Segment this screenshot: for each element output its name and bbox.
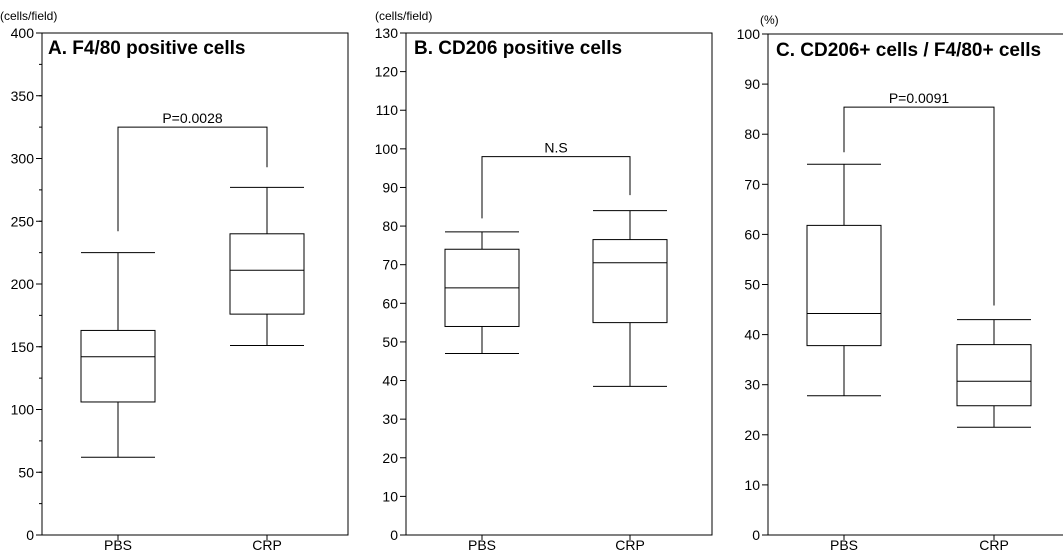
x-category-label: PBS [830,537,858,553]
y-tick-label: 200 [11,276,35,292]
y-tick-label: 70 [382,257,398,273]
box-crp [592,210,668,387]
box-pbs [806,163,882,397]
y-tick-label: 80 [744,126,760,142]
y-unit-label: (cells/field) [375,9,432,23]
significance-label: N.S [544,140,567,156]
plot-frame [405,32,713,536]
box-pbs [444,231,520,355]
y-tick-label: 0 [390,527,398,543]
y-tick-label: 40 [382,373,398,389]
y-tick-label: 50 [18,464,34,480]
y-tick-label: 10 [382,488,398,504]
significance-label: P=0.0028 [162,110,223,126]
panel-title: A. F4/80 positive cells [48,38,245,59]
significance-label: P=0.0091 [889,90,950,106]
y-tick-label: 60 [744,226,760,242]
x-category-label: PBS [468,537,496,553]
panel-b-cd206-positive-cells: (cells/field) B. CD206 positive cells 0 1… [375,9,713,553]
y-tick-label: 250 [11,213,35,229]
y-tick-label: 50 [382,334,398,350]
y-tick-label: 100 [737,26,761,42]
panel-a-f480-positive-cells: (cells/field) A. F4/80 positive cells 0 5… [0,9,349,553]
y-tick-label: 130 [375,25,399,41]
y-tick-label: 100 [11,402,35,418]
y-tick-label: 300 [11,151,35,167]
y-tick-label: 30 [382,411,398,427]
iqr-box [806,224,882,347]
significance-bracket [117,126,268,232]
y-tick-label: 50 [744,277,760,293]
iqr-box [229,233,305,315]
y-tick-label: 70 [744,176,760,192]
y-tick-label: 400 [11,25,35,41]
y-tick-label: 60 [382,295,398,311]
panel-title: B. CD206 positive cells [414,38,622,59]
iqr-box [956,344,1032,407]
x-category-label: CRP [979,537,1009,553]
y-tick-label: 10 [744,477,760,493]
y-tick-label: 90 [744,76,760,92]
y-tick-label: 350 [11,88,35,104]
y-tick-label: 90 [382,179,398,195]
plot-frame [41,32,349,536]
box-crp [229,186,305,346]
y-tick-label: 120 [375,64,399,80]
box-crp [956,319,1032,428]
x-category-label: CRP [252,537,282,553]
x-category-label: CRP [615,537,645,553]
y-tick-label: 110 [376,102,399,118]
y-tick-label: 100 [375,141,399,157]
box-pbs [80,252,156,458]
y-tick-label: 30 [744,377,760,393]
panel-c-cd206-per-f480-ratio: (%) C. CD206+ cells / F4/80+ cells 0 10 20… [737,13,1063,553]
y-unit-label: (%) [760,13,779,27]
y-tick-label: 0 [752,527,760,543]
iqr-box [592,239,668,324]
y-tick-label: 0 [26,527,34,543]
y-tick-label: 20 [744,427,760,443]
y-tick-label: 20 [382,450,398,466]
significance-bracket [481,156,631,219]
x-category-label: PBS [104,537,132,553]
plot-frame [767,33,1063,536]
significance-bracket [843,106,995,306]
y-unit-label: (cells/field) [0,9,57,23]
iqr-box [80,329,156,403]
y-tick-label: 40 [744,327,760,343]
panel-title: C. CD206+ cells / F4/80+ cells [776,40,1041,61]
y-tick-label: 80 [382,218,398,234]
y-tick-label: 150 [11,339,35,355]
